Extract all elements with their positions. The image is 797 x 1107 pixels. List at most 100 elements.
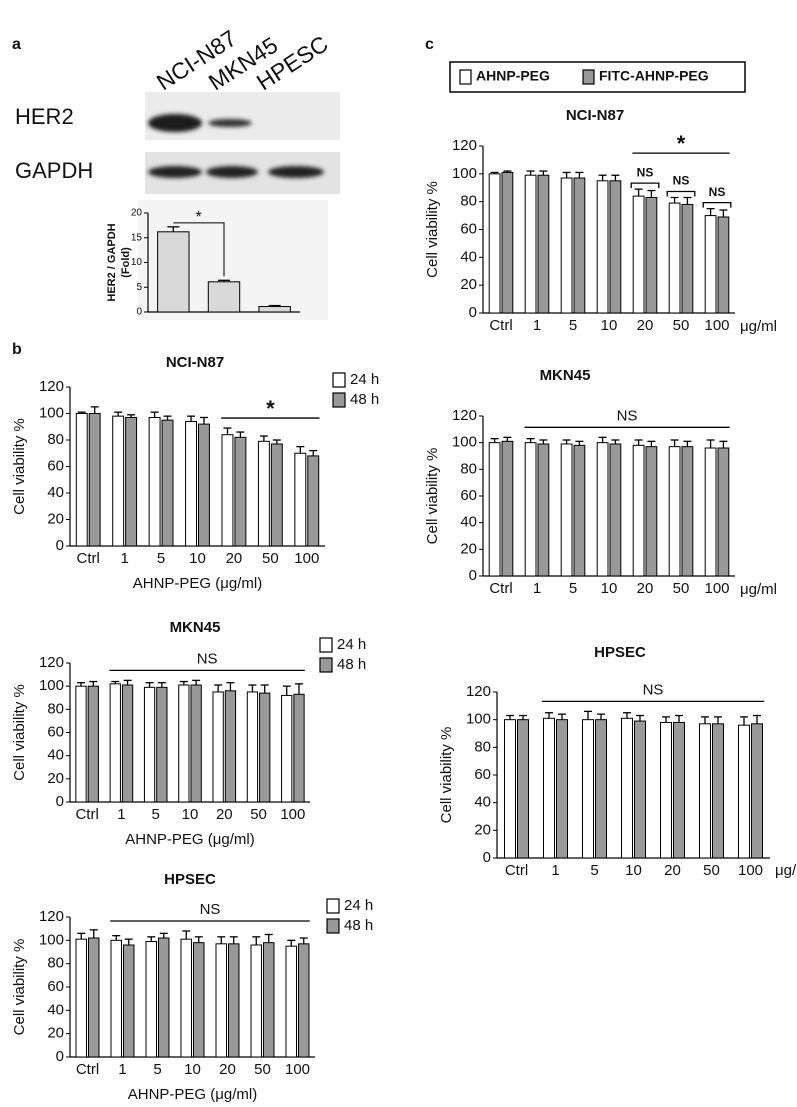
x-tick-label: 100 — [285, 1061, 310, 1078]
bar — [234, 436, 247, 547]
chart-title: HPSEC — [594, 644, 646, 661]
y-tick-label: 120 — [39, 908, 64, 925]
significance-bracket — [630, 182, 660, 189]
x-tick-label: 50 — [703, 862, 720, 879]
significance-bracket — [702, 201, 732, 208]
bar — [281, 694, 293, 803]
blot-band — [206, 166, 258, 178]
x-tick-label: 20 — [216, 806, 233, 823]
bar — [156, 686, 168, 803]
significance-bracket — [666, 190, 696, 197]
y-axis-label: Cell viability % — [438, 727, 455, 824]
y-axis-label: (Fold) — [120, 247, 132, 278]
x-tick-label: 10 — [601, 580, 618, 597]
x-tick-label: 50 — [250, 806, 267, 823]
legend-label: FITC-AHNP-PEG — [599, 68, 709, 84]
x-axis-unit: μg/ml — [740, 581, 777, 598]
y-tick-label: 100 — [452, 165, 477, 182]
bar — [560, 443, 573, 577]
bar — [668, 446, 681, 577]
x-tick-label: 1 — [118, 1061, 126, 1078]
y-tick-label: 40 — [47, 747, 64, 764]
bar — [609, 443, 622, 577]
annotation: NS — [200, 901, 221, 918]
y-axis-label: HER2 / GAPDH — [106, 223, 118, 301]
bar — [717, 216, 730, 314]
bar — [634, 720, 646, 859]
x-tick-label: 5 — [590, 862, 598, 879]
bar — [293, 693, 305, 803]
y-axis-label: Cell viability % — [11, 939, 28, 1036]
y-tick-label: 80 — [474, 738, 491, 755]
x-axis-label: AHNP-PEG (μg/ml) — [133, 575, 263, 592]
legend-swatch — [459, 69, 472, 85]
bar — [307, 455, 320, 547]
bar — [751, 723, 763, 859]
x-tick-label: 100 — [704, 580, 729, 597]
y-tick-label: 20 — [47, 1025, 64, 1042]
y-tick-label: 10 — [131, 257, 143, 268]
x-axis-label: AHNP-PEG (μg/ml) — [128, 1086, 258, 1103]
bar — [537, 174, 550, 314]
x-tick-label: 50 — [262, 550, 279, 567]
x-axis-unit: μg/ml — [775, 862, 797, 879]
legend-label: 48 h — [337, 656, 366, 673]
bar — [556, 719, 568, 859]
bar — [501, 171, 514, 314]
bar — [660, 721, 672, 859]
x-tick-label: Ctrl — [76, 1061, 99, 1078]
bar — [582, 719, 594, 859]
bar — [258, 306, 291, 313]
x-tick-label: 5 — [569, 317, 577, 334]
bar — [180, 938, 192, 1058]
bar — [596, 442, 609, 577]
panel-label: c — [425, 36, 434, 53]
y-tick-label: 120 — [39, 654, 64, 671]
y-tick-label: 15 — [131, 232, 143, 243]
legend-swatch — [332, 372, 346, 388]
bar — [75, 413, 88, 547]
y-tick-label: 20 — [47, 770, 64, 787]
x-tick-label: 5 — [569, 580, 577, 597]
bar — [224, 690, 237, 803]
y-tick-label: 0 — [483, 849, 491, 866]
y-tick-label: 80 — [47, 955, 64, 972]
bar — [246, 691, 259, 803]
bar — [596, 180, 609, 314]
bar — [207, 281, 241, 313]
annotation: NS — [197, 650, 218, 667]
bar — [621, 717, 633, 859]
y-axis-label: Cell viability % — [11, 418, 28, 515]
legend-label: 24 h — [350, 371, 379, 388]
y-tick-label: 20 — [47, 510, 64, 527]
y-tick-label: 100 — [39, 404, 64, 421]
bar — [263, 942, 275, 1058]
x-axis-label: AHNP-PEG (μg/ml) — [125, 831, 255, 848]
x-tick-label: 10 — [189, 550, 206, 567]
y-tick-label: 120 — [452, 137, 477, 154]
bar — [259, 692, 271, 803]
y-tick-label: 40 — [460, 514, 477, 531]
bar — [228, 943, 240, 1058]
bar — [712, 723, 724, 859]
bar — [524, 442, 537, 577]
bar — [143, 686, 156, 803]
bar — [524, 174, 537, 314]
bar — [543, 717, 555, 859]
x-tick-label: 10 — [182, 806, 199, 823]
x-tick-label: 1 — [551, 862, 559, 879]
x-tick-label: 100 — [294, 550, 319, 567]
bar — [681, 203, 694, 314]
x-axis-unit: μg/ml — [740, 318, 777, 335]
bar — [221, 434, 234, 547]
x-tick-label: Ctrl — [489, 317, 512, 334]
bar — [145, 941, 157, 1058]
y-tick-label: 0 — [56, 537, 64, 554]
legend-swatch — [326, 898, 340, 914]
bar — [148, 416, 161, 547]
bar — [645, 446, 658, 577]
y-tick-label: 60 — [47, 457, 64, 474]
y-tick-label: 100 — [466, 711, 491, 728]
x-tick-label: 20 — [637, 580, 654, 597]
